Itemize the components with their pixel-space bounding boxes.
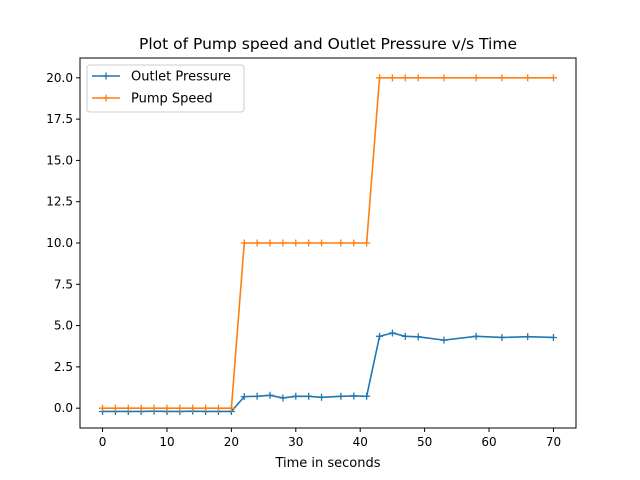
series-layer [99, 74, 557, 415]
y-tick-label: 10.0 [46, 236, 73, 250]
data-point-outlet-pressure [388, 329, 396, 337]
data-point-outlet-pressure [266, 391, 274, 399]
y-axis: 0.0 2.5 5.0 7.5 10.0 12.5 15.0 17.5 20.0 [46, 71, 80, 415]
data-point-pump-speed [337, 239, 345, 247]
data-point-outlet-pressure [401, 332, 409, 340]
data-point-outlet-pressure [549, 333, 557, 341]
data-point-outlet-pressure [350, 392, 358, 400]
data-point-pump-speed [350, 239, 358, 247]
data-point-pump-speed [318, 239, 326, 247]
data-point-pump-speed [124, 404, 132, 412]
y-tick-label: 17.5 [46, 112, 73, 126]
data-point-pump-speed [376, 74, 384, 82]
x-tick-label: 20 [224, 435, 239, 449]
data-point-outlet-pressure [363, 392, 371, 400]
data-point-pump-speed [401, 74, 409, 82]
data-point-pump-speed [163, 404, 171, 412]
y-tick-label: 5.0 [54, 319, 73, 333]
data-point-outlet-pressure [279, 394, 287, 402]
data-point-outlet-pressure [318, 393, 326, 401]
data-point-pump-speed [305, 239, 313, 247]
x-tick-label: 70 [546, 435, 561, 449]
legend-marker-outlet-pressure [102, 72, 110, 80]
data-point-pump-speed [266, 239, 274, 247]
data-point-pump-speed [176, 404, 184, 412]
data-point-outlet-pressure [524, 333, 532, 341]
data-point-pump-speed [388, 74, 396, 82]
legend-box [86, 64, 245, 113]
data-point-outlet-pressure [292, 392, 300, 400]
x-tick-label: 0 [99, 435, 107, 449]
data-point-pump-speed [472, 74, 480, 82]
legend-label-pump-speed: Pump Speed [131, 92, 213, 107]
data-point-pump-speed [524, 74, 532, 82]
data-point-pump-speed [227, 404, 235, 412]
data-point-pump-speed [414, 74, 422, 82]
data-point-pump-speed [253, 239, 261, 247]
data-point-outlet-pressure [440, 336, 448, 344]
data-point-pump-speed [189, 404, 197, 412]
data-point-pump-speed [363, 239, 371, 247]
data-point-pump-speed [111, 404, 119, 412]
data-point-pump-speed [279, 239, 287, 247]
y-tick-label: 0.0 [54, 401, 73, 415]
x-tick-label: 10 [159, 435, 174, 449]
data-point-outlet-pressure [376, 332, 384, 340]
legend-label-outlet-pressure: Outlet Pressure [131, 70, 231, 85]
x-tick-label: 30 [288, 435, 303, 449]
data-point-pump-speed [549, 74, 557, 82]
data-point-outlet-pressure [337, 392, 345, 400]
data-point-pump-speed [214, 404, 222, 412]
y-tick-label: 12.5 [46, 195, 73, 209]
x-tick-label: 50 [417, 435, 432, 449]
data-point-pump-speed [99, 404, 107, 412]
data-point-pump-speed [150, 404, 158, 412]
plot-area [79, 57, 577, 429]
y-tick-label: 20.0 [46, 71, 73, 85]
legend: Outlet Pressure Pump Speed [86, 64, 245, 113]
data-point-pump-speed [240, 239, 248, 247]
y-tick-label: 2.5 [54, 360, 73, 374]
x-axis: 0 10 20 30 40 50 60 70 [99, 428, 561, 449]
data-point-outlet-pressure [305, 392, 313, 400]
x-tick-label: 60 [481, 435, 496, 449]
data-point-pump-speed [440, 74, 448, 82]
data-point-outlet-pressure [253, 392, 261, 400]
data-point-outlet-pressure [240, 393, 248, 401]
chart-title: Plot of Pump speed and Outlet Pressure v… [139, 35, 517, 53]
y-tick-label: 7.5 [54, 277, 73, 291]
data-point-pump-speed [137, 404, 145, 412]
data-point-pump-speed [292, 239, 300, 247]
data-point-pump-speed [498, 74, 506, 82]
y-tick-label: 15.0 [46, 153, 73, 167]
data-point-pump-speed [202, 404, 210, 412]
data-point-outlet-pressure [498, 333, 506, 341]
x-tick-label: 40 [353, 435, 368, 449]
data-point-outlet-pressure [414, 333, 422, 341]
data-point-outlet-pressure [472, 332, 480, 340]
x-axis-label: Time in seconds [274, 456, 380, 471]
legend-marker-pump-speed [102, 94, 110, 102]
